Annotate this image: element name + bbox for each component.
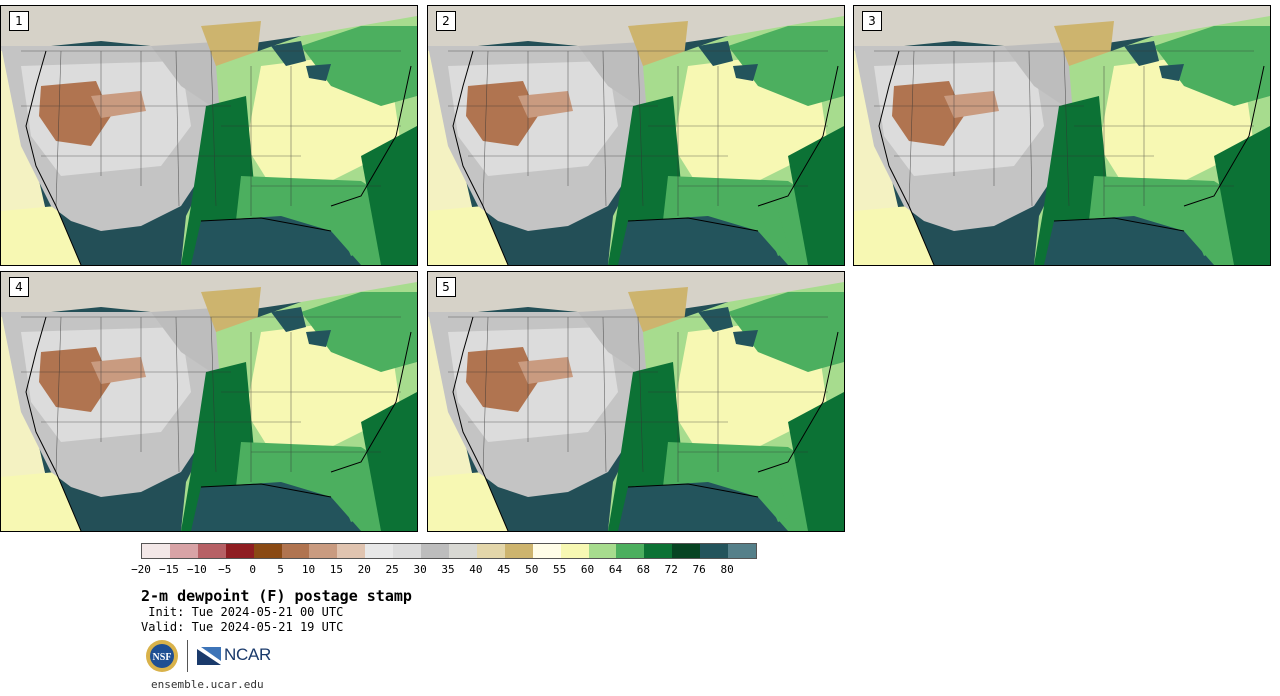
ensemble-member-4-map: 4	[0, 271, 418, 532]
colorbar-swatch	[504, 544, 533, 558]
colorbar-tick-labels: −20 −15 −10 −5 0 5 10 15 20 25 30 35 40 45 50 55 60 64 68 7…	[131, 563, 755, 577]
colorbar-tick: 55	[553, 563, 567, 576]
colorbar-tick: 50	[525, 563, 539, 576]
ensemble-member-5-map: 5	[427, 271, 845, 532]
chart-title: 2-m dewpoint (F) postage stamp	[141, 587, 412, 605]
colorbar-tick: 60	[580, 563, 595, 576]
colorbar-tick: −15	[158, 563, 179, 576]
member-label-1: 1	[9, 11, 29, 31]
logo-separator	[187, 640, 188, 672]
colorbar-tick: 10	[301, 563, 316, 576]
colorbar-swatch	[588, 544, 617, 558]
colorbar-tick: 80	[720, 563, 734, 576]
colorbar-swatch	[281, 544, 310, 558]
ensemble-member-1-map: 1	[0, 5, 418, 266]
colorbar-tick: 76	[692, 563, 706, 576]
colorbar-swatch	[644, 544, 673, 558]
colorbar-tick: 72	[664, 563, 678, 576]
site-url[interactable]: ensemble.ucar.edu	[151, 678, 264, 691]
dewpoint-colorbar	[141, 543, 757, 559]
colorbar-tick: 40	[469, 563, 483, 576]
colorbar-tick: −10	[186, 563, 207, 576]
colorbar-swatch	[476, 544, 505, 558]
colorbar-swatch	[197, 544, 226, 558]
colorbar-swatch	[672, 544, 701, 558]
colorbar-swatch	[309, 544, 338, 558]
colorbar-swatch	[253, 544, 282, 558]
colorbar-tick: −20	[131, 563, 151, 576]
nsf-logo-icon: NSF	[145, 639, 179, 673]
member-label-3: 3	[862, 11, 882, 31]
ensemble-member-2-map: 2	[427, 5, 845, 266]
colorbar-swatch	[169, 544, 198, 558]
init-time: Init: Tue 2024-05-21 00 UTC	[141, 605, 344, 619]
member-label-5: 5	[436, 277, 456, 297]
member-label-2: 2	[436, 11, 456, 31]
colorbar-tick: 25	[385, 563, 399, 576]
ensemble-member-3-map: 3	[853, 5, 1271, 266]
colorbar-tick: 64	[608, 563, 623, 576]
colorbar-tick: 30	[413, 563, 427, 576]
colorbar-swatch	[728, 544, 756, 558]
colorbar-tick: 0	[249, 563, 256, 576]
colorbar-swatch	[225, 544, 254, 558]
colorbar-swatch	[337, 544, 366, 558]
colorbar-swatch	[448, 544, 477, 558]
colorbar-swatch	[700, 544, 729, 558]
ncar-logo-text: NCAR	[224, 645, 271, 664]
colorbar-swatch	[393, 544, 422, 558]
ncar-logo-icon	[197, 647, 221, 665]
colorbar-swatch	[365, 544, 394, 558]
colorbar-tick: 20	[357, 563, 371, 576]
valid-time: Valid: Tue 2024-05-21 19 UTC	[141, 620, 344, 634]
ncar-logo: NCAR	[197, 643, 271, 667]
colorbar-tick: 68	[636, 563, 650, 576]
member-label-4: 4	[9, 277, 29, 297]
colorbar-swatch	[532, 544, 561, 558]
colorbar-swatch	[421, 544, 449, 558]
colorbar-tick: 45	[497, 563, 511, 576]
colorbar-swatch	[616, 544, 645, 558]
colorbar-tick: −5	[218, 563, 232, 576]
nsf-logo-text: NSF	[153, 652, 172, 663]
colorbar-tick: 35	[441, 563, 455, 576]
colorbar-swatch	[142, 544, 170, 558]
colorbar-swatch	[560, 544, 589, 558]
colorbar-tick: 15	[329, 563, 343, 576]
colorbar-tick: 5	[277, 563, 284, 576]
